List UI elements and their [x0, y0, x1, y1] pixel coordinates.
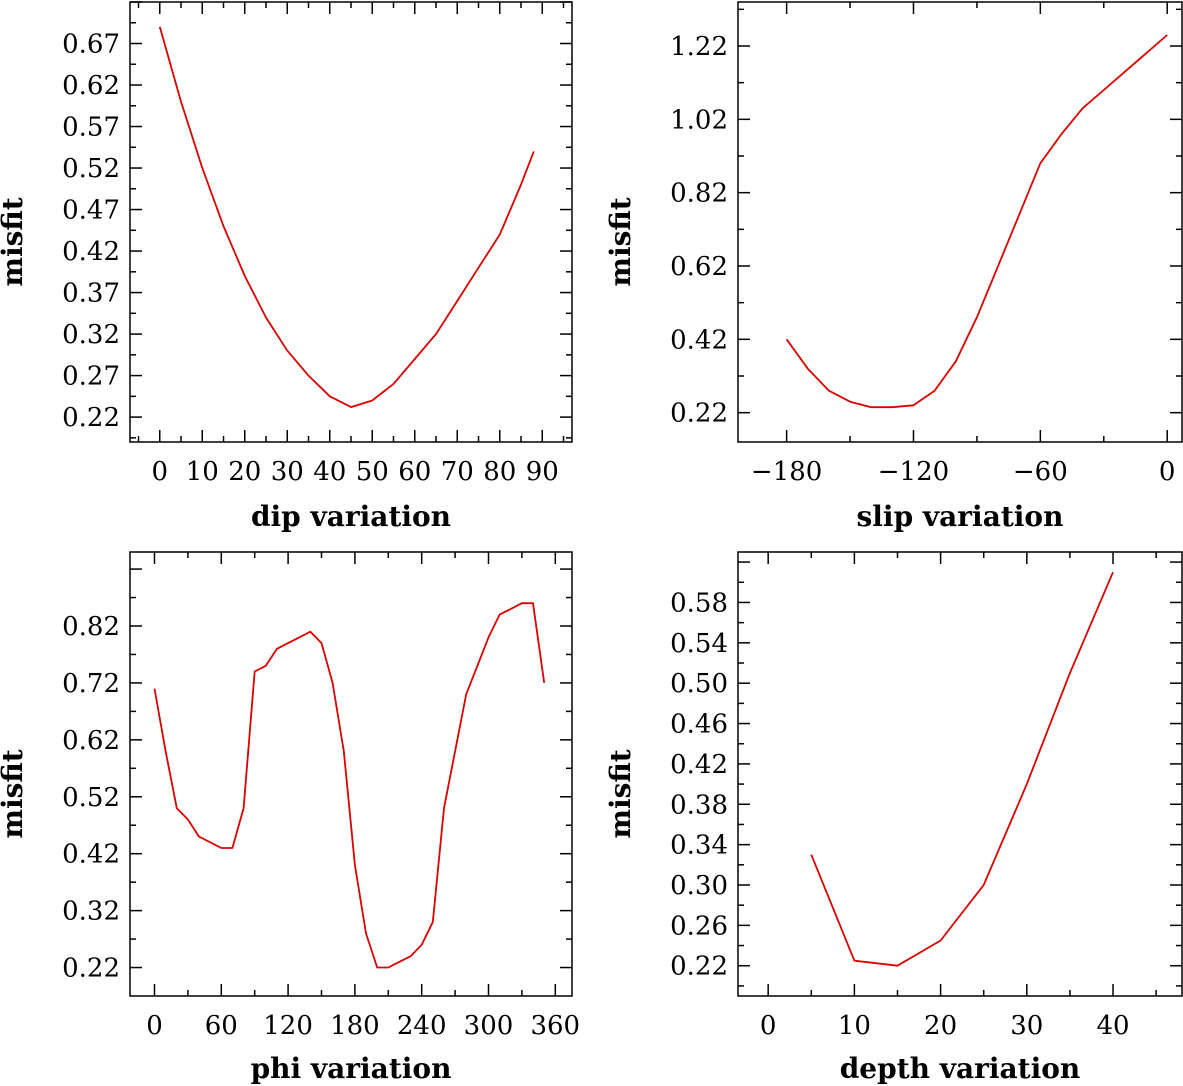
plot-frame	[737, 1, 1183, 443]
y-tick-label: 0.58	[670, 588, 728, 618]
x-tick-label: 20	[228, 457, 261, 487]
x-axis-label: dip variation	[251, 500, 451, 533]
y-axis-label: misfit	[0, 749, 29, 838]
y-axis-label: misfit	[0, 197, 29, 286]
x-tick-label: 360	[530, 1011, 580, 1041]
x-axis-label: phi variation	[251, 1052, 452, 1085]
plot-frame	[737, 551, 1183, 997]
y-tick-label: 0.42	[670, 325, 728, 355]
series-line-1	[153, 602, 546, 969]
x-tick-label: 10	[838, 1011, 871, 1041]
y-tick-label: 0.62	[62, 71, 120, 101]
x-tick-label: 50	[356, 457, 389, 487]
x-tick-label: 0	[146, 1011, 163, 1041]
y-tick-label: 0.82	[62, 612, 120, 642]
y-tick-label: 1.02	[670, 105, 728, 135]
y-tick-label: 0.57	[62, 113, 120, 143]
chart-panel-4: 0 10 20 30 40 0.22 0.26 0.30 0.34 0.38 0.42 0.46 0.5…	[604, 551, 1183, 1085]
y-tick-label: 1.22	[670, 32, 728, 62]
y-tick-label: 0.52	[62, 154, 120, 184]
y-tick-label: 0.82	[670, 179, 728, 209]
y-tick-label: 0.62	[62, 726, 120, 756]
x-tick-label: 120	[263, 1011, 313, 1041]
y-tick-label: 0.52	[62, 783, 120, 813]
y-tick-label: 0.22	[670, 399, 728, 429]
x-tick-label: −120	[878, 457, 949, 487]
series-line-1	[810, 571, 1114, 967]
y-tick-label: 0.38	[670, 790, 728, 820]
series-line-1	[158, 26, 535, 409]
chart-panel-3: 0 60 120 180 240 300 360 0.22 0.32 0.42 0.52 0.62 0.…	[0, 551, 580, 1085]
series-line-1	[785, 34, 1168, 409]
x-tick-label: 40	[1096, 1011, 1129, 1041]
x-tick-label: 40	[313, 457, 346, 487]
x-tick-label: 60	[205, 1011, 238, 1041]
y-tick-label: 0.42	[62, 840, 120, 870]
y-tick-label: 0.67	[62, 30, 120, 60]
x-tick-label: 70	[441, 457, 474, 487]
x-tick-label: 20	[924, 1011, 957, 1041]
x-axis-label: slip variation	[857, 500, 1064, 533]
y-tick-label: 0.50	[670, 669, 728, 699]
y-tick-label: 0.26	[670, 911, 728, 941]
y-tick-label: 0.22	[670, 952, 728, 982]
y-tick-label: 0.46	[670, 710, 728, 740]
y-tick-label: 0.42	[62, 237, 120, 267]
chart-panel-2: −180 −120 −60 0 0.22 0.42 0.62 0.82 1.02 1.22 slip…	[604, 1, 1183, 533]
x-tick-label: 30	[271, 457, 304, 487]
x-tick-label: −180	[751, 457, 822, 487]
y-axis-label: misfit	[604, 197, 637, 286]
chart-panel-1: 0 10 20 30 40 50 60 70 80 90 0.22 0.27 0.32 0.37 0.42 0…	[0, 1, 573, 533]
y-tick-label: 0.30	[670, 871, 728, 901]
y-tick-label: 0.62	[670, 252, 728, 282]
y-tick-label: 0.47	[62, 196, 120, 226]
x-tick-label: 0	[151, 457, 168, 487]
x-tick-label: 10	[186, 457, 219, 487]
y-tick-label: 0.27	[62, 362, 120, 392]
x-tick-label: 180	[330, 1011, 380, 1041]
y-axis-label: misfit	[604, 749, 637, 838]
x-tick-label: 0	[760, 1011, 777, 1041]
x-tick-label: 60	[398, 457, 431, 487]
x-tick-label: 90	[526, 457, 559, 487]
x-tick-label: 0	[1159, 457, 1176, 487]
x-tick-label: 80	[483, 457, 516, 487]
y-tick-label: 0.54	[670, 629, 728, 659]
plot-frame	[129, 551, 573, 997]
x-tick-label: 300	[464, 1011, 514, 1041]
y-tick-label: 0.72	[62, 669, 120, 699]
y-tick-label: 0.22	[62, 403, 120, 433]
x-axis-label: depth variation	[840, 1052, 1081, 1085]
y-tick-label: 0.34	[670, 831, 728, 861]
x-tick-label: 30	[1010, 1011, 1043, 1041]
y-tick-label: 0.42	[670, 750, 728, 780]
x-tick-label: 240	[397, 1011, 447, 1041]
y-tick-label: 0.22	[62, 954, 120, 984]
y-tick-label: 0.37	[62, 279, 120, 309]
x-tick-label: −60	[1013, 457, 1068, 487]
y-tick-label: 0.32	[62, 897, 120, 927]
y-tick-label: 0.32	[62, 320, 120, 350]
